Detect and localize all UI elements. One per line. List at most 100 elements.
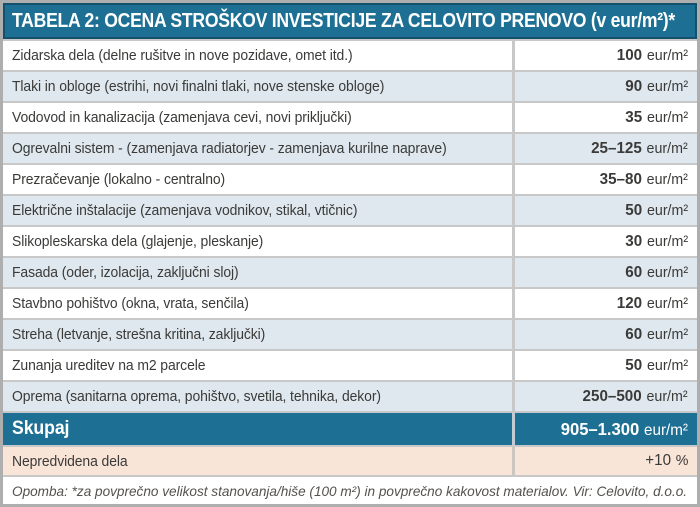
row-value-unit: eur/m² (646, 46, 688, 64)
row-label: Fasada (oder, izolacija, zaključni sloj) (12, 264, 239, 281)
row-label-cell: Vodovod in kanalizacija (zamenjava cevi,… (3, 103, 515, 132)
row-value-cell: 120 eur/m² (515, 289, 697, 318)
table-title: TABELA 2: OCENA STROŠKOV INVESTICIJE ZA … (12, 9, 675, 32)
table-row: Zunanja ureditev na m2 parcele 50 eur/m² (3, 349, 697, 380)
row-label-cell: Oprema (sanitarna oprema, pohištvo, svet… (3, 382, 515, 411)
footnote-text: Opomba: *za povprečno velikost stanovanj… (12, 482, 688, 499)
row-label: Stavbno pohištvo (okna, vrata, senčila) (12, 295, 249, 312)
row-value: 25–125 eur/m² (591, 140, 688, 158)
row-label: Električne inštalacije (zamenjava vodnik… (12, 202, 358, 219)
table-row: Električne inštalacije (zamenjava vodnik… (3, 194, 697, 225)
row-value: 60 eur/m² (625, 326, 688, 344)
table-row: Tlaki in obloge (estrihi, novi finalni t… (3, 70, 697, 101)
row-value-number: 50 (625, 356, 643, 374)
row-label-cell: Stavbno pohištvo (okna, vrata, senčila) (3, 289, 515, 318)
row-value: 30 eur/m² (625, 233, 688, 251)
row-value-number: 35–80 (599, 170, 643, 188)
table-row: Zidarska dela (delne rušitve in nove poz… (3, 39, 697, 70)
row-value: 35–80 eur/m² (600, 171, 688, 189)
row-value-unit: eur/m² (646, 201, 688, 219)
table-row: Streha (letvanje, strešna kritina, zaklj… (3, 318, 697, 349)
row-value-cell: 50 eur/m² (515, 196, 697, 225)
row-value-number: 35 (625, 108, 643, 126)
row-value-cell: 25–125 eur/m² (515, 134, 697, 163)
row-value-cell: 100 eur/m² (515, 41, 697, 70)
row-value-cell: 30 eur/m² (515, 227, 697, 256)
row-value-cell: 60 eur/m² (515, 320, 697, 349)
row-value-cell: 250–500 eur/m² (515, 382, 697, 411)
row-value-unit: eur/m² (646, 325, 688, 343)
row-label-cell: Električne inštalacije (zamenjava vodnik… (3, 196, 515, 225)
table-row: Prezračevanje (lokalno - centralno) 35–8… (3, 163, 697, 194)
table-row: Ogrevalni sistem - (zamenjava radiatorje… (3, 132, 697, 163)
row-label: Prezračevanje (lokalno - centralno) (12, 171, 226, 188)
total-row: Skupaj 905–1.300 eur/m² (3, 411, 697, 445)
table-row: Vodovod in kanalizacija (zamenjava cevi,… (3, 101, 697, 132)
row-label: Oprema (sanitarna oprema, pohištvo, svet… (12, 388, 381, 405)
row-label: Zunanja ureditev na m2 parcele (12, 357, 206, 374)
table-row: Oprema (sanitarna oprema, pohištvo, svet… (3, 380, 697, 411)
row-value-cell: 90 eur/m² (515, 72, 697, 101)
row-value-unit: eur/m² (646, 108, 688, 126)
row-value: 90 eur/m² (625, 78, 688, 96)
row-label: Streha (letvanje, strešna kritina, zaklj… (12, 326, 266, 343)
contingency-value: +10% (645, 452, 688, 470)
row-value-cell: 35 eur/m² (515, 103, 697, 132)
row-label-cell: Prezračevanje (lokalno - centralno) (3, 165, 515, 194)
row-label: Zidarska dela (delne rušitve in nove poz… (12, 47, 353, 64)
total-value-number: 905–1.300 (560, 418, 640, 439)
total-label-cell: Skupaj (3, 413, 515, 445)
row-label-cell: Slikopleskarska dela (glajenje, pleskanj… (3, 227, 515, 256)
row-value-cell: 35–80 eur/m² (515, 165, 697, 194)
row-value-number: 60 (625, 263, 643, 281)
row-value: 50 eur/m² (625, 357, 688, 375)
row-value-unit: eur/m² (646, 294, 688, 312)
total-value-unit: eur/m² (644, 421, 688, 439)
contingency-label-cell: Nepredvidena dela (3, 447, 515, 475)
table-row: Fasada (oder, izolacija, zaključni sloj)… (3, 256, 697, 287)
row-label: Vodovod in kanalizacija (zamenjava cevi,… (12, 109, 352, 126)
row-value-number: 30 (625, 232, 643, 250)
total-value-cell: 905–1.300 eur/m² (515, 413, 697, 445)
row-value-cell: 60 eur/m² (515, 258, 697, 287)
row-value-number: 90 (625, 77, 643, 95)
row-value-number: 60 (625, 325, 643, 343)
row-label-cell: Zidarska dela (delne rušitve in nove poz… (3, 41, 515, 70)
row-value: 60 eur/m² (625, 264, 688, 282)
row-value-number: 100 (616, 46, 643, 64)
contingency-label: Nepredvidena dela (12, 452, 128, 470)
contingency-row: Nepredvidena dela +10% (3, 445, 697, 475)
table-header: TABELA 2: OCENA STROŠKOV INVESTICIJE ZA … (3, 3, 697, 39)
row-value-unit: eur/m² (646, 77, 688, 95)
row-value-unit: eur/m² (646, 263, 688, 281)
row-label-cell: Tlaki in obloge (estrihi, novi finalni t… (3, 72, 515, 101)
footnote: Opomba: *za povprečno velikost stanovanj… (3, 475, 697, 504)
row-label: Slikopleskarska dela (glajenje, pleskanj… (12, 233, 264, 250)
row-label: Ogrevalni sistem - (zamenjava radiatorje… (12, 140, 447, 157)
row-value: 35 eur/m² (625, 109, 688, 127)
row-value-number: 25–125 (591, 139, 643, 157)
contingency-value-cell: +10% (515, 447, 697, 475)
row-value: 120 eur/m² (617, 295, 688, 313)
row-value-number: 250–500 (582, 387, 643, 405)
row-label-cell: Streha (letvanje, strešna kritina, zaklj… (3, 320, 515, 349)
row-value: 100 eur/m² (617, 47, 688, 65)
row-value-unit: eur/m² (646, 139, 688, 157)
row-value-unit: eur/m² (646, 232, 688, 250)
row-value: 50 eur/m² (625, 202, 688, 220)
contingency-value-unit: % (675, 452, 688, 469)
total-value: 905–1.300 eur/m² (561, 419, 688, 440)
row-value-cell: 50 eur/m² (515, 351, 697, 380)
row-value: 250–500 eur/m² (583, 388, 688, 406)
row-label-cell: Ogrevalni sistem - (zamenjava radiatorje… (3, 134, 515, 163)
contingency-value-number: +10 (644, 452, 671, 469)
row-label-cell: Zunanja ureditev na m2 parcele (3, 351, 515, 380)
row-label-cell: Fasada (oder, izolacija, zaključni sloj) (3, 258, 515, 287)
row-value-number: 50 (625, 201, 643, 219)
table-row: Slikopleskarska dela (glajenje, pleskanj… (3, 225, 697, 256)
row-value-unit: eur/m² (646, 387, 688, 405)
row-value-number: 120 (616, 294, 643, 312)
row-value-unit: eur/m² (646, 356, 688, 374)
